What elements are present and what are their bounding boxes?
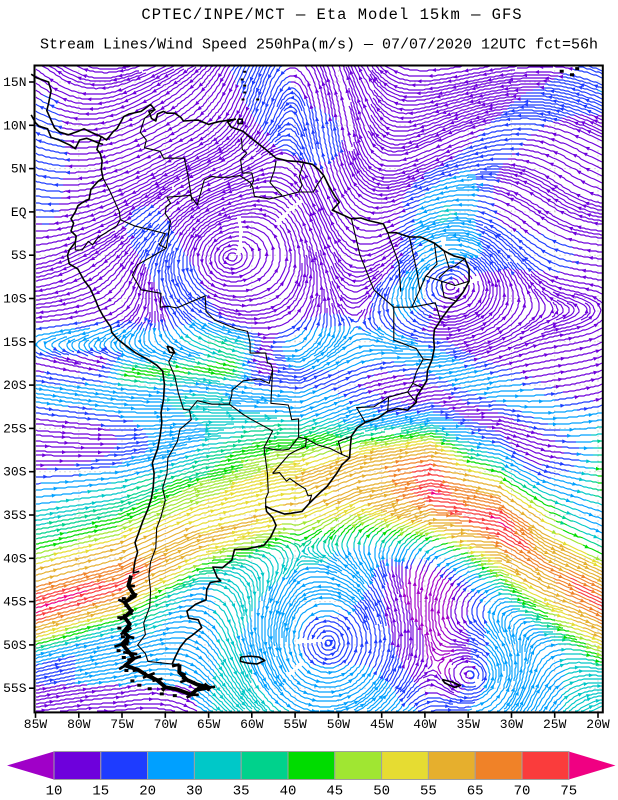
svg-text:15N: 15N [3,75,26,90]
svg-text:15: 15 [92,784,109,800]
svg-text:10S: 10S [3,292,27,307]
svg-text:20W: 20W [586,717,610,732]
svg-text:CPTEC/INPE/MCT — Eta Model 15: CPTEC/INPE/MCT — Eta Model 15km — GFS [141,6,522,24]
svg-text:70: 70 [514,784,531,800]
svg-text:65: 65 [467,784,484,800]
svg-text:55S: 55S [3,681,27,696]
svg-text:30W: 30W [500,717,524,732]
svg-text:45W: 45W [370,717,394,732]
svg-text:20S: 20S [3,378,27,393]
svg-text:55W: 55W [283,717,307,732]
svg-text:5N: 5N [11,162,27,177]
svg-text:20: 20 [139,784,156,800]
svg-text:40: 40 [280,784,297,800]
svg-text:30: 30 [186,784,203,800]
svg-text:50W: 50W [327,717,351,732]
svg-text:75W: 75W [110,717,134,732]
svg-text:45: 45 [326,784,343,800]
svg-text:35W: 35W [456,717,480,732]
svg-text:80W: 80W [67,717,91,732]
svg-text:EQ: EQ [11,205,27,220]
svg-text:50: 50 [373,784,390,800]
svg-text:55: 55 [420,784,437,800]
svg-text:5S: 5S [11,248,27,263]
svg-text:10N: 10N [3,118,26,133]
svg-text:30S: 30S [3,465,27,480]
svg-text:50S: 50S [3,638,27,653]
svg-text:60W: 60W [240,717,264,732]
svg-text:40S: 40S [3,551,27,566]
svg-text:Stream Lines/Wind Speed 250hPa: Stream Lines/Wind Speed 250hPa(m/s) — 07… [40,37,598,54]
svg-text:45S: 45S [3,595,27,610]
svg-text:35: 35 [233,784,250,800]
svg-text:25S: 25S [3,421,27,436]
svg-text:15S: 15S [3,335,27,350]
svg-text:65W: 65W [197,717,221,732]
svg-text:25W: 25W [543,717,567,732]
svg-text:70W: 70W [154,717,178,732]
svg-text:40W: 40W [413,717,437,732]
svg-text:35S: 35S [3,508,27,523]
svg-text:75: 75 [560,784,577,800]
svg-text:85W: 85W [24,717,48,732]
svg-text:10: 10 [46,784,63,800]
